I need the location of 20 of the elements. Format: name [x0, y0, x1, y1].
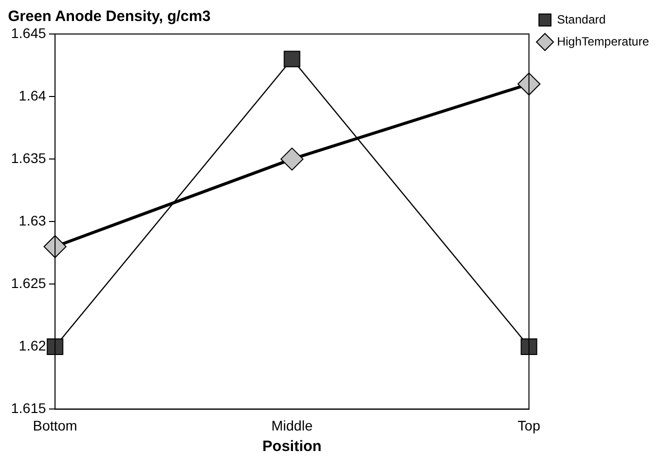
y-tick-label: 1.62	[18, 338, 46, 354]
y-tick-label: 1.635	[10, 150, 46, 166]
point	[46, 338, 64, 355]
y-tick-label: 1.64	[18, 87, 46, 104]
legend-label: Standard	[556, 12, 606, 26]
x-tick-label: Bottom	[32, 417, 78, 434]
y-tick-label: 1.63	[18, 212, 46, 228]
point	[280, 148, 304, 171]
legend-label: HighTemperature	[556, 34, 650, 48]
point	[44, 235, 67, 258]
point	[520, 338, 538, 355]
x-tick-label: Middle	[271, 417, 313, 434]
y-tick-label: 1.645	[10, 24, 46, 41]
point	[517, 72, 540, 96]
point	[284, 50, 300, 68]
x-tick-label: Top	[518, 417, 540, 434]
y-tick-label: 1.625	[10, 274, 46, 291]
x-axis-title: Position	[262, 438, 322, 456]
y-tick-label: 1.615	[10, 400, 46, 416]
chart-title: Green Anode Density, g/cm3	[8, 8, 211, 26]
